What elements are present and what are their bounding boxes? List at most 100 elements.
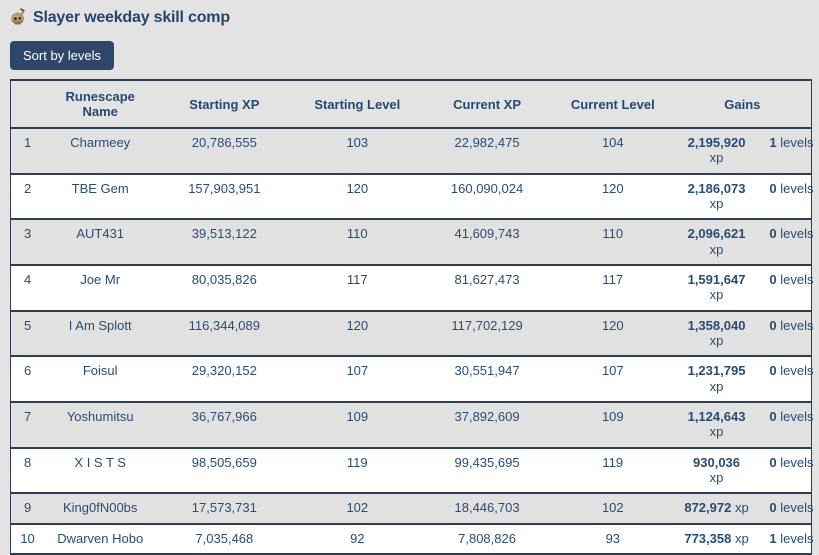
gains-levels-unit: levels: [780, 500, 814, 516]
table-header: Runescape Name Starting XP Starting Leve…: [10, 79, 812, 129]
sort-by-levels-button[interactable]: Sort by levels: [10, 41, 115, 70]
gains-levels-cell: 0 levels: [759, 356, 814, 402]
gains-xp-value: 1,231,795: [687, 363, 746, 379]
gains-levels-value: 0: [769, 454, 777, 470]
gains-xp-unit: xp: [709, 469, 724, 485]
gains-xp-cell: 1,358,040 xp: [674, 311, 760, 357]
gains-levels-value: 1: [769, 135, 777, 150]
player-name-cell: Yoshumitsu: [66, 408, 134, 424]
rank-cell: 4: [23, 271, 32, 287]
gains-xp-unit: xp: [709, 195, 724, 211]
gains-xp-cell: 2,195,920 xp: [674, 128, 760, 174]
rank-cell: 1: [23, 135, 32, 150]
gains-xp-unit: xp: [734, 530, 749, 546]
gains-xp-value: 872,972: [684, 500, 732, 516]
gains-levels-unit: levels: [780, 363, 814, 379]
column-header-starting-xp: Starting XP: [156, 79, 293, 129]
starting-level-cell: 103: [346, 135, 369, 150]
player-name-cell: Dwarven Hobo: [57, 530, 144, 546]
gains-levels-cell: 0 levels: [759, 448, 814, 494]
gains-levels-cell: 0 levels: [759, 174, 814, 220]
gains-levels-value: 1: [769, 530, 777, 546]
starting-level-cell: 120: [346, 317, 369, 333]
gains-levels-value: 0: [769, 226, 777, 242]
current-level-cell: 120: [601, 317, 624, 333]
gains-xp-value: 2,195,920: [687, 135, 746, 150]
table-row: 4 Joe Mr 80,035,826 117 81,627,473 117 1…: [10, 264, 814, 311]
table-row: 1 Charmeey 20,786,555 103 22,982,475 104…: [10, 128, 814, 174]
current-xp-cell: 22,982,475: [454, 135, 520, 150]
gains-levels-cell: 1 levels: [759, 128, 814, 174]
gains-levels-cell: 0 levels: [759, 219, 814, 265]
current-xp-cell: 7,808,826: [458, 530, 516, 546]
rank-cell: 10: [20, 530, 35, 546]
starting-xp-cell: 39,513,122: [191, 226, 257, 242]
gains-xp-cell: 2,186,073 xp: [674, 174, 760, 220]
gains-xp-cell: 872,972 xp: [674, 493, 760, 523]
gains-xp-value: 1,591,647: [687, 271, 746, 287]
gains-levels-cell: 1 levels: [759, 524, 814, 554]
gains-xp-value: 1,124,643: [687, 408, 746, 424]
rank-cell: 3: [23, 226, 32, 242]
gains-levels-unit: levels: [780, 454, 814, 470]
current-xp-cell: 99,435,695: [454, 454, 520, 470]
table-row: 3 AUT431 39,513,122 110 41,609,743 110 2…: [10, 219, 814, 265]
gains-xp-value: 773,358: [684, 530, 732, 546]
player-name-cell: TBE Gem: [71, 180, 129, 196]
gains-levels-cell: 0 levels: [759, 311, 814, 357]
gains-xp-value: 1,358,040: [687, 317, 746, 333]
gains-levels-value: 0: [769, 500, 777, 516]
current-level-cell: 117: [602, 271, 624, 287]
player-name-cell: AUT431: [76, 226, 125, 242]
gains-levels-value: 0: [769, 408, 777, 424]
gains-levels-value: 0: [769, 317, 777, 333]
gains-levels-unit: levels: [780, 530, 814, 546]
starting-level-cell: 120: [346, 180, 369, 196]
gains-levels-value: 0: [769, 180, 777, 196]
page-title: Slayer weekday skill comp: [33, 8, 230, 26]
starting-xp-cell: 116,344,089: [188, 317, 261, 333]
current-level-cell: 120: [601, 180, 624, 196]
rank-cell: 5: [23, 317, 32, 333]
player-name-cell: King0fN00bs: [62, 500, 138, 516]
table-row: 6 Foisul 29,320,152 107 30,551,947 107 1…: [10, 356, 814, 402]
gains-levels-unit: levels: [780, 408, 814, 424]
current-xp-cell: 81,627,473: [454, 271, 520, 287]
gains-levels-unit: levels: [780, 180, 814, 196]
gains-xp-unit: xp: [709, 241, 724, 257]
gains-levels-unit: levels: [780, 317, 814, 333]
starting-xp-cell: 98,505,659: [191, 454, 257, 470]
gains-xp-unit: xp: [709, 378, 724, 394]
gains-xp-value: 930,036: [693, 454, 741, 470]
table-row: 7 Yoshumitsu 36,767,966 109 37,892,609 1…: [10, 401, 814, 448]
starting-level-cell: 119: [346, 454, 368, 470]
gains-xp-value: 2,186,073: [687, 180, 746, 196]
gains-xp-value: 2,096,621: [687, 226, 746, 242]
starting-xp-cell: 157,903,951: [188, 180, 261, 196]
gains-levels-unit: levels: [780, 226, 814, 242]
gains-levels-value: 0: [769, 271, 777, 287]
column-header-runescape-name: Runescape Name: [44, 79, 157, 129]
player-name-cell: X I S T S: [74, 454, 126, 470]
player-name-cell: Foisul: [82, 363, 118, 379]
current-level-cell: 107: [601, 363, 624, 379]
table-row: 9 King0fN00bs 17,573,731 102 18,446,703 …: [10, 493, 814, 524]
player-name-cell: I Am Splott: [68, 317, 132, 333]
gains-levels-cell: 0 levels: [759, 402, 814, 448]
current-level-cell: 93: [605, 530, 621, 546]
table-header-row: Runescape Name Starting XP Starting Leve…: [10, 79, 812, 129]
gains-levels-unit: levels: [780, 271, 814, 287]
starting-xp-cell: 29,320,152: [191, 363, 257, 379]
current-level-cell: 102: [601, 500, 624, 516]
gains-levels-unit: levels: [780, 135, 814, 150]
current-xp-cell: 117,702,129: [451, 317, 523, 333]
starting-level-cell: 92: [350, 530, 365, 546]
gains-xp-cell: 1,591,647 xp: [674, 265, 760, 311]
current-level-cell: 110: [602, 226, 624, 242]
starting-xp-cell: 20,786,555: [191, 135, 257, 150]
starting-xp-cell: 7,035,468: [195, 530, 254, 546]
gains-xp-unit: xp: [709, 287, 724, 303]
starting-level-cell: 102: [346, 500, 369, 516]
current-xp-cell: 41,609,743: [454, 226, 520, 242]
